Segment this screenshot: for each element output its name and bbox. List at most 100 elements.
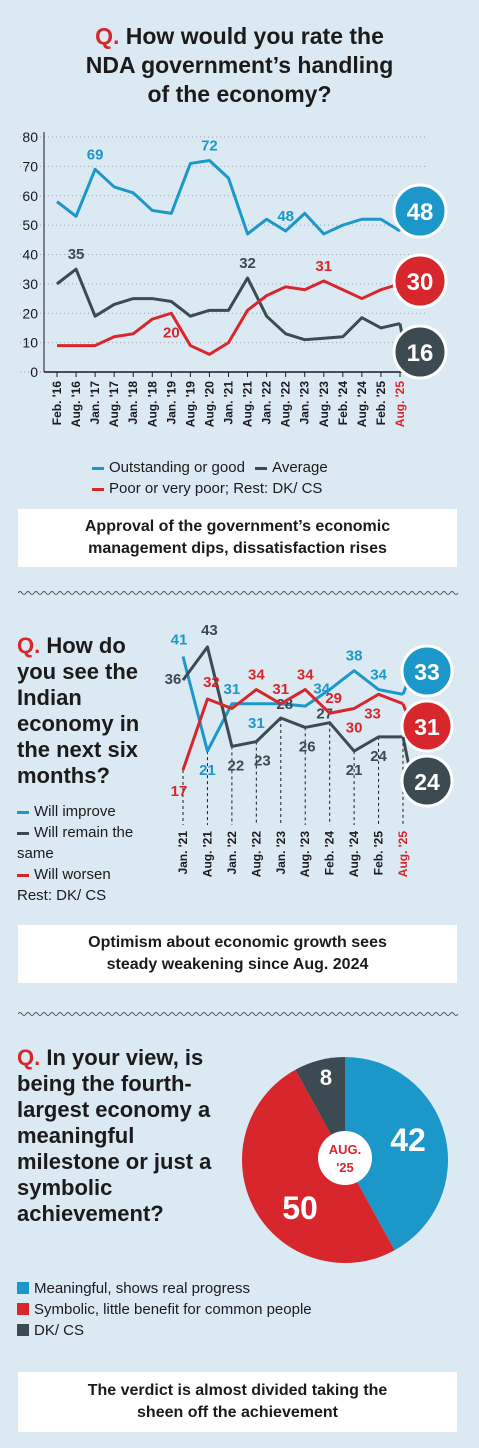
x-tick-label: Jan. '21 bbox=[176, 831, 190, 875]
x-tick-label: Jan. '23 bbox=[274, 831, 288, 875]
data-label: 31 bbox=[315, 258, 332, 275]
end-bubble bbox=[392, 183, 448, 239]
end-bubble-label: 31 bbox=[414, 714, 440, 740]
legend-symbolic-swatch bbox=[17, 1303, 29, 1315]
end-bubble-label: 30 bbox=[407, 269, 434, 296]
pie-center-badge bbox=[318, 1131, 372, 1185]
y-tick-70: 70 bbox=[22, 158, 38, 174]
q2-question: How do you see the Indian economy in the… bbox=[17, 633, 140, 788]
legend-poor: Poor or very poor; Rest: DK/ CS bbox=[109, 480, 323, 497]
chart-milestone-pie: 42 50 8 AUG. '25 bbox=[241, 1057, 448, 1263]
data-label: 35 bbox=[68, 246, 85, 263]
x-tick-label: Aug. '23 bbox=[298, 831, 312, 878]
data-label: 22 bbox=[228, 757, 245, 774]
chart-economy-rating: 0 10 20 30 40 50 60 70 80 Feb. '16 Aug. '16 Jan. '1… bbox=[20, 129, 448, 428]
pie-center-label: AUG. bbox=[329, 1142, 362, 1157]
x-tick-label: Aug. '25 bbox=[393, 381, 407, 428]
q2-title: Q. How do you see the Indian economy in … bbox=[17, 633, 167, 789]
legend-worsen: Will worsen bbox=[34, 866, 111, 883]
y-tick-60: 60 bbox=[22, 188, 38, 204]
q3-question: In your view, is being the fourth-larges… bbox=[17, 1045, 212, 1226]
q1-line3: of the economy? bbox=[147, 81, 332, 107]
pie-slice-0 bbox=[345, 1057, 448, 1251]
q1-mark: Q. bbox=[95, 23, 120, 49]
x-tick-label: Feb. '24 bbox=[336, 381, 350, 426]
q3-title: Q. In your view, is being the fourth-lar… bbox=[17, 1045, 217, 1227]
legend-worsen-swatch bbox=[17, 873, 29, 877]
data-label: 23 bbox=[254, 753, 271, 770]
x-tick-label: Jan. '22 bbox=[225, 831, 239, 875]
x-tick-label: Feb. '24 bbox=[323, 831, 337, 876]
data-label: 34 bbox=[313, 681, 330, 698]
data-label: 30 bbox=[346, 720, 363, 737]
legend-same: Will remain the same bbox=[17, 824, 134, 862]
data-label: 38 bbox=[346, 648, 363, 665]
divider-1 bbox=[18, 591, 459, 595]
legend-average-swatch bbox=[255, 466, 268, 470]
series-line-1 bbox=[56, 267, 401, 342]
end-bubble bbox=[400, 644, 454, 698]
caption-2-text: Optimism about economic growth sees stea… bbox=[88, 934, 387, 973]
legend-average: Average bbox=[272, 459, 328, 476]
data-label: 32 bbox=[203, 674, 220, 691]
series-line-1 bbox=[181, 645, 403, 753]
y-tick-80: 80 bbox=[22, 129, 38, 145]
x-tick-label: Jan. '19 bbox=[164, 381, 178, 425]
end-bubble-label: 33 bbox=[414, 659, 440, 685]
legend-outstanding-swatch bbox=[92, 466, 104, 470]
end-bubble-label: 16 bbox=[407, 340, 434, 367]
data-label: 20 bbox=[163, 324, 180, 341]
divider-2 bbox=[18, 1012, 459, 1016]
x-tick-label: Aug. '24 bbox=[355, 381, 369, 428]
legend-improve: Will improve bbox=[34, 803, 116, 820]
legend-dkcs: DK/ CS bbox=[34, 1322, 85, 1339]
y-tick-0: 0 bbox=[30, 364, 38, 380]
y-tick-10: 10 bbox=[22, 335, 38, 351]
y-tick-50: 50 bbox=[22, 217, 38, 233]
data-label: 34 bbox=[370, 667, 387, 684]
data-label: 72 bbox=[201, 138, 218, 155]
caption-3: The verdict is almost divided taking the… bbox=[18, 1372, 457, 1432]
end-bubble bbox=[400, 754, 454, 808]
data-label: 21 bbox=[199, 762, 216, 779]
legend-symbolic: Symbolic, little benefit for common peop… bbox=[34, 1301, 312, 1318]
chart1-legend: Outstanding or good Average Poor or very… bbox=[92, 457, 328, 499]
end-bubble-label: 48 bbox=[407, 199, 434, 226]
legend-dkcs-swatch bbox=[17, 1324, 29, 1336]
data-label: 29 bbox=[325, 690, 342, 707]
end-bubble bbox=[392, 253, 448, 309]
series-line-0 bbox=[56, 159, 401, 236]
end-bubble-label: 24 bbox=[414, 769, 440, 795]
x-tick-label: Aug. '21 bbox=[200, 831, 214, 878]
x-tick-label: Aug. '17 bbox=[107, 381, 121, 428]
data-label: 24 bbox=[370, 748, 387, 765]
legend-rest: Rest: DK/ CS bbox=[17, 887, 107, 904]
chart2-legend: Will improve Will remain the same Will w… bbox=[17, 801, 167, 906]
data-label: 34 bbox=[297, 667, 314, 684]
data-label: 21 bbox=[346, 762, 363, 779]
data-label: 17 bbox=[171, 783, 188, 800]
data-label: 69 bbox=[87, 146, 104, 163]
data-label: 31 bbox=[248, 715, 265, 732]
data-label: 31 bbox=[224, 681, 241, 698]
q2-mark: Q. bbox=[17, 633, 41, 658]
pie-slice-label: 50 bbox=[282, 1190, 318, 1226]
y-tick-30: 30 bbox=[22, 276, 38, 292]
x-tick-label: Feb. '16 bbox=[50, 381, 64, 426]
x-tick-label: Aug. '21 bbox=[241, 381, 255, 428]
series-line-0 bbox=[181, 656, 404, 753]
caption-2: Optimism about economic growth sees stea… bbox=[18, 925, 457, 983]
q3-mark: Q. bbox=[17, 1045, 41, 1070]
legend-meaningful: Meaningful, shows real progress bbox=[34, 1280, 250, 1297]
q1-line1: How would you rate the bbox=[125, 23, 384, 49]
series-line-2 bbox=[181, 688, 404, 771]
x-tick-label: Aug. '25 bbox=[396, 831, 410, 878]
data-label: 26 bbox=[299, 738, 316, 755]
x-tick-label: Aug. '22 bbox=[279, 381, 293, 428]
data-label: 27 bbox=[316, 706, 333, 723]
x-tick-label: Aug. '18 bbox=[145, 381, 159, 428]
data-label: 36 bbox=[165, 671, 182, 688]
x-tick-label: Aug. '24 bbox=[347, 831, 361, 878]
caption-3-text: The verdict is almost divided taking the… bbox=[87, 1382, 388, 1421]
x-tick-label: Jan. '18 bbox=[126, 381, 140, 425]
